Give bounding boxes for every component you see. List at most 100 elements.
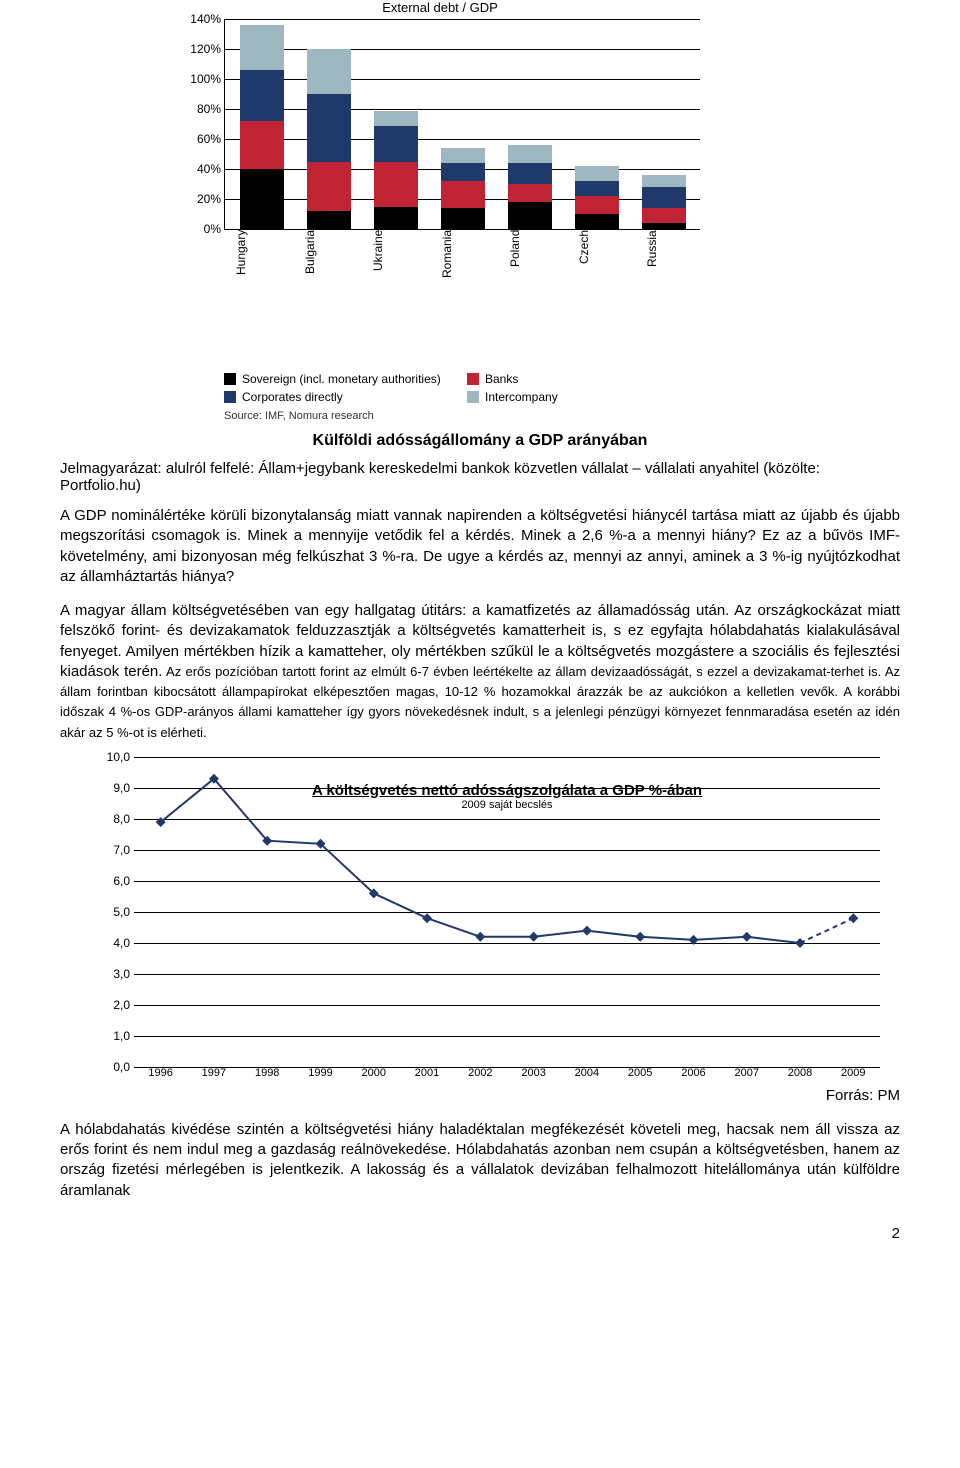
y-tick-label: 80% [181, 102, 221, 116]
y-tick-label: 9,0 [100, 781, 130, 795]
legend-item: Sovereign (incl. monetary authorities) [224, 372, 457, 386]
legend-label: Corporates directly [242, 390, 343, 404]
bar-segment [508, 163, 552, 184]
x-tick-label: 1999 [294, 1067, 347, 1079]
bar-chart-title: External debt / GDP [180, 0, 700, 15]
x-tick-label: 1996 [134, 1067, 187, 1079]
data-marker [529, 932, 539, 942]
x-tick-label: Bulgaria [303, 230, 358, 298]
bar-segment [374, 111, 418, 126]
data-marker [689, 935, 699, 945]
bar-segment [240, 25, 284, 70]
paragraph-3: A hólabdahatás kivédése szintén a költsé… [60, 1120, 900, 1201]
legend-item: Intercompany [467, 390, 700, 404]
legend-swatch [467, 373, 479, 385]
y-tick-label: 2,0 [100, 998, 130, 1012]
bar-chart-legend: Sovereign (incl. monetary authorities) Ba… [224, 372, 700, 404]
bar-segment [642, 187, 686, 208]
x-tick-label: Hungary [234, 230, 289, 298]
y-tick-label: 40% [181, 162, 221, 176]
page-number: 2 [60, 1225, 900, 1242]
data-marker [475, 932, 485, 942]
figure-legend-explanation: Jelmagyarázat: alulról felfelé: Állam+je… [60, 460, 900, 494]
line-chart-container: 0,01,02,03,04,05,06,07,08,09,010,0A költ… [100, 757, 880, 1079]
bar-segment [307, 211, 351, 229]
bar-segment [441, 148, 485, 163]
x-tick-label: Romania [440, 230, 495, 298]
data-marker [582, 925, 592, 935]
paragraph-1: A GDP nominálértéke körüli bizonytalansá… [60, 506, 900, 587]
y-tick-label: 3,0 [100, 967, 130, 981]
bar-segment [575, 181, 619, 196]
x-tick-label: 1997 [187, 1067, 240, 1079]
bar-segment [508, 184, 552, 202]
bar-segment [374, 162, 418, 207]
x-tick-label: Ukraine [371, 230, 426, 298]
x-tick-label: 2002 [454, 1067, 507, 1079]
bar-segment [240, 70, 284, 121]
y-tick-label: 120% [181, 42, 221, 56]
x-tick-label: 2008 [773, 1067, 826, 1079]
y-tick-label: 4,0 [100, 936, 130, 950]
document-page: External debt / GDP 0%20%40%60%80%100%12… [0, 0, 960, 1272]
line-chart-title-wrap: A költségvetés nettó adósságszolgálata a… [246, 782, 768, 815]
bar-segment [307, 94, 351, 162]
paragraph-2-small: Az erős pozícióban tartott forint az elm… [60, 664, 900, 740]
bar-segment [575, 214, 619, 229]
legend-swatch [224, 373, 236, 385]
line-chart-title: A költségvetés nettó adósságszolgálata a… [246, 782, 768, 799]
x-tick-label: Poland [508, 230, 563, 298]
bar-segment [441, 208, 485, 229]
gridline [134, 1067, 880, 1068]
bar-segment [575, 166, 619, 181]
legend-label: Intercompany [485, 390, 558, 404]
legend-label: Sovereign (incl. monetary authorities) [242, 372, 441, 386]
legend-item: Banks [467, 372, 700, 386]
y-tick-label: 5,0 [100, 905, 130, 919]
y-tick-label: 0% [181, 222, 221, 236]
data-marker [742, 932, 752, 942]
y-tick-label: 100% [181, 72, 221, 86]
x-tick-label: Czech [577, 230, 632, 298]
bar-chart-source: Source: IMF, Nomura research [224, 410, 700, 422]
y-tick-label: 8,0 [100, 812, 130, 826]
paragraph-2: A magyar állam költségvetésében van egy … [60, 601, 900, 743]
x-tick-label: 2005 [614, 1067, 667, 1079]
y-tick-label: 140% [181, 12, 221, 26]
x-tick-label: Russia [645, 230, 700, 298]
bar-segment [642, 208, 686, 223]
line-chart-x-labels: 1996199719981999200020012002200320042005… [134, 1067, 880, 1079]
bar-chart-x-labels: Hungary BulgariaUkraine RomaniaPoland Czech… [234, 230, 700, 298]
bar-segment [240, 169, 284, 229]
bar-chart-plot: 0%20%40%60%80%100%120%140% [224, 19, 700, 230]
legend-label: Banks [485, 372, 518, 386]
y-tick-label: 1,0 [100, 1029, 130, 1043]
data-marker [848, 913, 858, 923]
y-tick-label: 10,0 [100, 750, 130, 764]
bar-segment [508, 202, 552, 229]
x-tick-label: 2009 [827, 1067, 880, 1079]
data-marker [795, 938, 805, 948]
x-tick-label: 2007 [720, 1067, 773, 1079]
y-tick-label: 7,0 [100, 843, 130, 857]
legend-swatch [467, 391, 479, 403]
bar-segment [307, 162, 351, 212]
line-chart-source: Forrás: PM [60, 1087, 900, 1104]
bar-segment [508, 145, 552, 163]
y-tick-label: 20% [181, 192, 221, 206]
x-tick-label: 2004 [560, 1067, 613, 1079]
x-tick-label: 2003 [507, 1067, 560, 1079]
data-marker [635, 932, 645, 942]
bar-segment [642, 175, 686, 187]
figure-caption: Külföldi adósságállomány a GDP arányában [140, 432, 820, 450]
y-tick-label: 0,0 [100, 1060, 130, 1074]
x-tick-label: 2000 [347, 1067, 400, 1079]
legend-item: Corporates directly [224, 390, 457, 404]
bar-segment [575, 196, 619, 214]
line-chart-subtitle: 2009 saját becslés [246, 799, 768, 811]
data-marker [422, 913, 432, 923]
x-tick-label: 1998 [241, 1067, 294, 1079]
legend-swatch [224, 391, 236, 403]
bar-segment [374, 207, 418, 230]
x-tick-label: 2001 [400, 1067, 453, 1079]
